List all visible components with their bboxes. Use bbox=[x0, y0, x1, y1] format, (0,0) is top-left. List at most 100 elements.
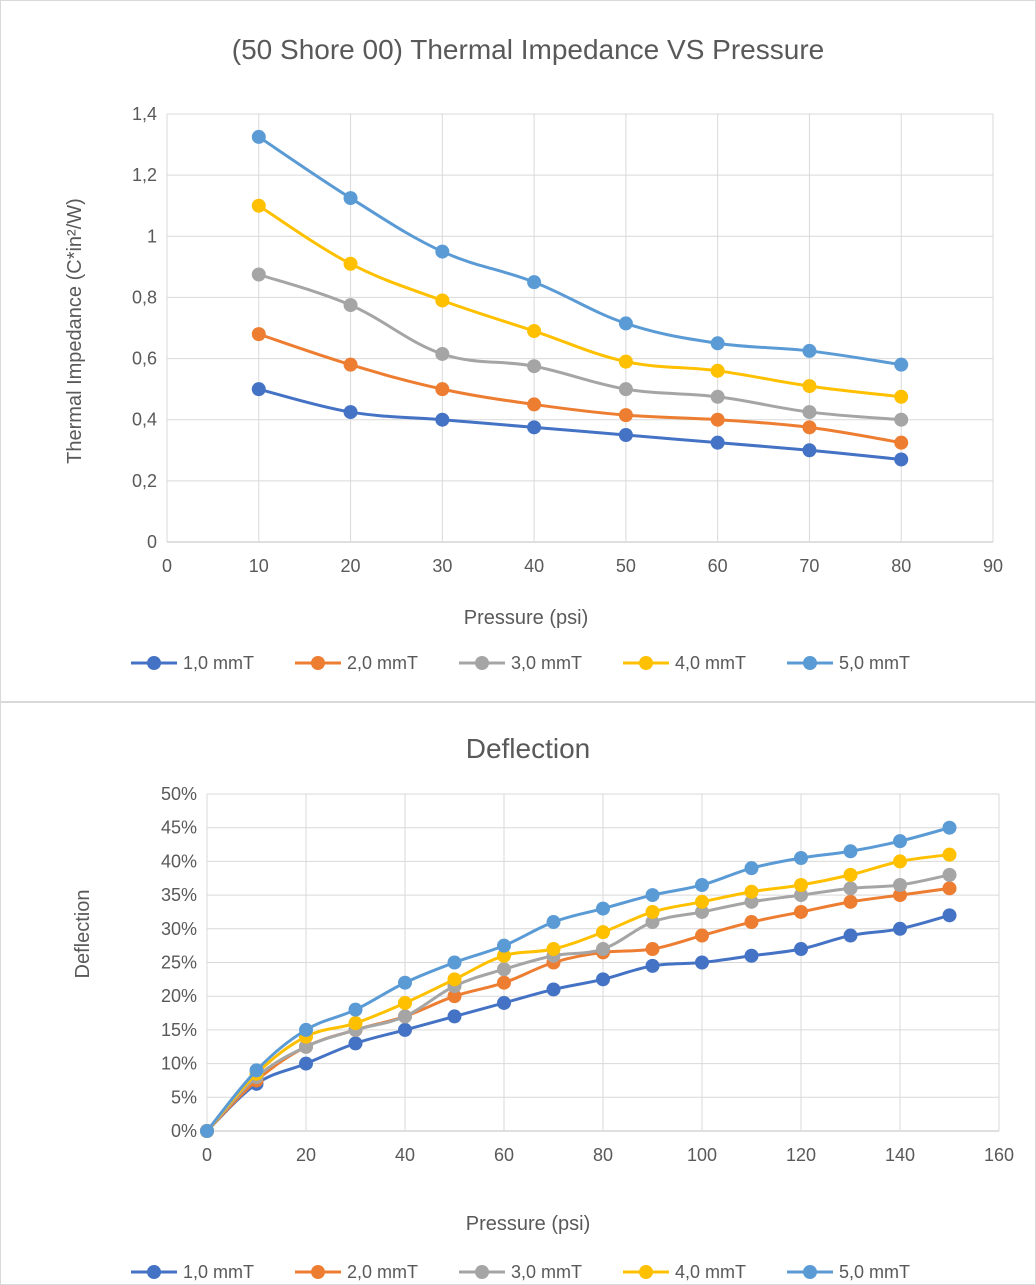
data-point bbox=[348, 1016, 363, 1031]
legend-marker bbox=[475, 1265, 489, 1279]
data-point bbox=[596, 901, 610, 916]
x-tick-label: 10 bbox=[249, 556, 269, 576]
x-tick-label: 80 bbox=[891, 556, 911, 576]
y-axis-label: Thermal Impedance (C*in²/W) bbox=[64, 198, 86, 464]
data-point bbox=[710, 336, 725, 351]
data-point bbox=[447, 972, 462, 987]
data-point bbox=[645, 904, 660, 919]
data-point bbox=[343, 298, 358, 313]
series-line bbox=[257, 135, 902, 367]
y-tick-label: 0,2 bbox=[132, 471, 157, 491]
data-point bbox=[843, 867, 858, 882]
x-tick-label: 0 bbox=[162, 556, 172, 576]
data-point bbox=[695, 904, 709, 919]
data-point bbox=[894, 389, 909, 404]
data-point bbox=[942, 867, 957, 882]
y-tick-label: 1,2 bbox=[132, 165, 157, 185]
grid bbox=[206, 793, 1000, 1132]
y-tick-label: 0% bbox=[171, 1121, 197, 1141]
y-tick-label: 0,6 bbox=[132, 349, 157, 369]
legend-label: 2,0 mmT bbox=[347, 1262, 418, 1282]
x-tick-label: 60 bbox=[708, 556, 728, 576]
data-point bbox=[893, 834, 907, 849]
data-point bbox=[343, 256, 358, 271]
y-tick-label: 0,4 bbox=[132, 410, 157, 430]
data-point bbox=[794, 904, 808, 919]
data-point bbox=[894, 452, 909, 467]
legend-marker bbox=[639, 656, 653, 670]
x-tick-label: 80 bbox=[593, 1145, 613, 1165]
data-point bbox=[942, 820, 957, 835]
data-point bbox=[343, 405, 358, 420]
data-point bbox=[435, 346, 450, 361]
plot-area bbox=[251, 129, 909, 467]
x-axis-label: Pressure (psi) bbox=[464, 607, 588, 629]
data-point bbox=[744, 884, 759, 899]
y-tick-label: 45% bbox=[161, 818, 197, 838]
data-point bbox=[794, 877, 808, 892]
data-point bbox=[527, 359, 542, 374]
data-point bbox=[398, 1022, 412, 1037]
x-tick-label: 30 bbox=[432, 556, 452, 576]
data-point bbox=[893, 888, 907, 903]
y-tick-label: 10% bbox=[161, 1054, 197, 1074]
data-point bbox=[251, 382, 266, 397]
data-point bbox=[398, 995, 412, 1010]
data-point bbox=[894, 412, 909, 427]
y-tick-label: 0,8 bbox=[132, 287, 157, 307]
legend-label: 3,0 mmT bbox=[511, 653, 582, 673]
data-point bbox=[348, 1036, 363, 1051]
x-tick-label: 0 bbox=[202, 1145, 212, 1165]
series-line bbox=[258, 273, 902, 422]
plot-area bbox=[200, 820, 957, 1138]
data-point bbox=[894, 357, 909, 372]
y-tick-label: 1,4 bbox=[132, 104, 157, 124]
x-tick-label: 40 bbox=[395, 1145, 415, 1165]
data-point bbox=[645, 958, 660, 973]
data-point bbox=[435, 293, 450, 308]
data-point bbox=[695, 894, 709, 909]
data-point bbox=[497, 975, 511, 990]
data-point bbox=[447, 955, 462, 970]
chart-title: Deflection bbox=[466, 733, 591, 764]
data-point bbox=[802, 420, 817, 435]
y-axis-label: Deflection bbox=[72, 890, 94, 979]
x-tick-label: 20 bbox=[296, 1145, 316, 1165]
data-point bbox=[695, 928, 709, 943]
data-point bbox=[596, 925, 610, 940]
data-point bbox=[942, 847, 957, 862]
data-point bbox=[618, 354, 633, 369]
legend-marker bbox=[311, 656, 325, 670]
data-point bbox=[447, 1009, 462, 1024]
data-point bbox=[618, 316, 633, 331]
data-point bbox=[843, 928, 858, 943]
data-point bbox=[435, 412, 450, 427]
series-line bbox=[205, 826, 950, 1132]
legend-label: 4,0 mmT bbox=[675, 1262, 746, 1282]
data-point bbox=[546, 982, 561, 997]
data-point bbox=[497, 995, 511, 1010]
data-point bbox=[710, 389, 725, 404]
data-point bbox=[435, 244, 450, 259]
y-tick-label: 1 bbox=[147, 226, 157, 246]
data-point bbox=[744, 894, 759, 909]
series-line bbox=[205, 913, 950, 1133]
data-point bbox=[251, 198, 266, 213]
data-point bbox=[893, 921, 907, 936]
data-point bbox=[695, 955, 709, 970]
data-point bbox=[497, 962, 511, 977]
data-point bbox=[894, 435, 909, 450]
x-tick-label: 100 bbox=[687, 1145, 717, 1165]
deflection-chart-svg: Deflection 0% 5% 10% 15% 20% 25% 30% 35% 40% 45% 5… bbox=[72, 733, 1014, 1282]
y-tick-label: 25% bbox=[161, 953, 197, 973]
y-tick-label: 20% bbox=[161, 986, 197, 1006]
data-point bbox=[744, 861, 759, 876]
data-point bbox=[343, 191, 358, 206]
x-tick-label: 120 bbox=[786, 1145, 816, 1165]
y-tick-label: 5% bbox=[171, 1087, 197, 1107]
data-point bbox=[618, 382, 633, 397]
legend-label: 1,0 mmT bbox=[183, 653, 254, 673]
data-point bbox=[447, 989, 462, 1004]
data-point bbox=[546, 915, 561, 930]
data-point bbox=[596, 972, 610, 987]
